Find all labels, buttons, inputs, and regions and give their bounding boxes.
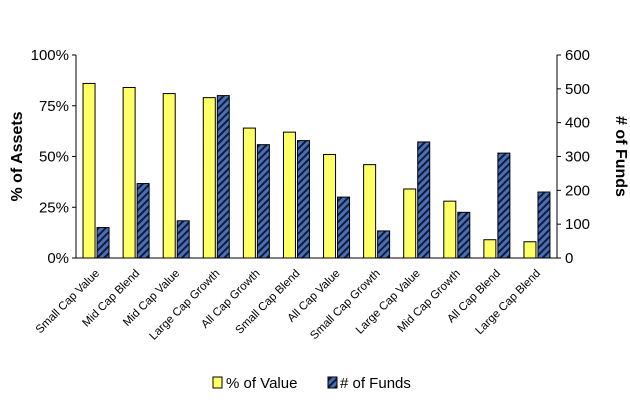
legend-swatch-num-funds [327,376,338,389]
left-axis-title: % of Assets [9,111,26,201]
right-tick-label: 600 [565,47,590,64]
bar-num-funds [497,152,511,259]
bar-pct-value [202,97,216,259]
bar-num-funds [457,211,471,259]
right-tick-label: 400 [565,115,590,132]
bar-num-funds [537,191,551,259]
right-tick-label: 500 [565,81,590,98]
bar-pct-value [363,164,377,259]
bar-pct-value [483,239,497,259]
bar-num-funds [337,196,351,259]
bar-num-funds [136,183,150,259]
bar-pct-value [82,82,96,259]
right-tick-label: 300 [565,149,590,166]
bar-pct-value [162,93,176,259]
left-tick-label: 25% [39,199,69,216]
left-tick-label: 0% [47,250,69,267]
bar-num-funds [377,230,391,259]
bar-pct-value [523,241,537,259]
bar-num-funds [216,95,230,259]
category-label: Large Cap Growth [147,268,222,343]
bar-num-funds [96,227,110,259]
bar-num-funds [296,140,310,259]
bar-pct-value [403,188,417,259]
left-tick-label: 50% [39,149,69,166]
right-axis-title: # of Funds [612,116,629,197]
left-tick-label: 100% [31,47,69,64]
legend-swatch-pct-value [212,376,223,389]
bar-pct-value [323,153,337,259]
bar-pct-value [242,127,256,259]
bar-pct-value [443,200,457,259]
legend-label-pct-value: % of Value [226,375,297,392]
left-tick-label: 75% [39,98,69,115]
bar-num-funds [176,220,190,259]
legend-label-num-funds: # of Funds [340,375,411,392]
bar-pct-value [282,131,296,259]
bar-num-funds [417,141,431,259]
right-tick-label: 200 [565,182,590,199]
right-tick-label: 0 [565,250,573,267]
category-label: Small Cap Growth [308,268,382,342]
right-tick-label: 100 [565,216,590,233]
bar-num-funds [256,144,270,259]
bar-pct-value [122,86,136,259]
